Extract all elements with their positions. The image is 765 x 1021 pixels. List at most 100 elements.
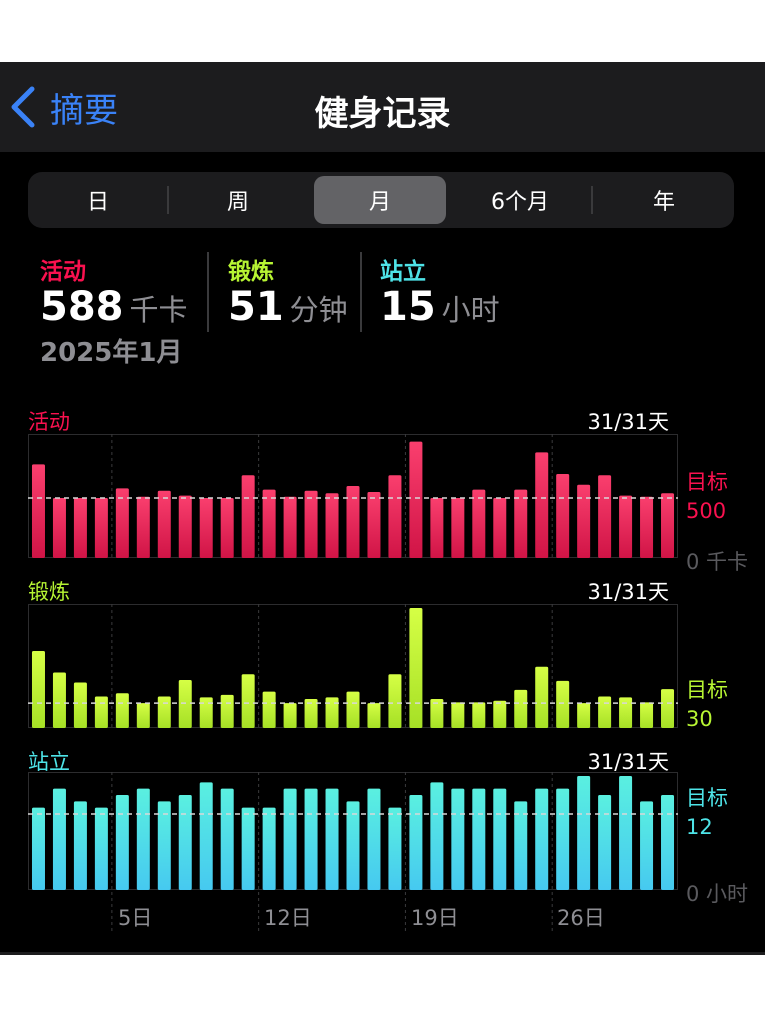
bar-15: [325, 697, 339, 728]
bar-25: [535, 666, 549, 728]
bar-16: [346, 801, 360, 890]
bar-2: [52, 672, 66, 728]
back-button[interactable]: 摘要: [10, 82, 118, 132]
bar-4: [94, 498, 108, 558]
bar-6: [136, 703, 150, 728]
move-summary-label: 活动: [40, 259, 86, 285]
bar-2: [52, 788, 66, 890]
segment-6-months[interactable]: 6个月: [491, 190, 549, 215]
bar-22: [472, 788, 486, 890]
bar-9: [199, 498, 213, 558]
bar-2: [52, 498, 66, 558]
chevron-left-icon: [11, 86, 35, 128]
bar-29: [619, 776, 633, 890]
bar-14: [304, 788, 318, 890]
summary-divider: [207, 252, 209, 332]
bar-27: [577, 776, 591, 890]
exercise-goal-text: 目标: [686, 678, 728, 702]
bar-17: [367, 703, 381, 728]
stand-bar-chart: [28, 772, 678, 932]
exercise-bar-chart: [28, 604, 678, 728]
move-goal-label: 目标 500: [686, 468, 728, 526]
bar-28: [598, 696, 612, 728]
bar-30: [640, 496, 654, 558]
move-summary-value: 588 千卡: [40, 284, 188, 330]
bar-10: [220, 694, 234, 728]
move-goal-text: 目标: [686, 470, 728, 494]
bar-7: [157, 490, 171, 558]
segment-week[interactable]: 周: [226, 190, 249, 215]
bar-31: [661, 689, 675, 728]
bar-27: [577, 484, 591, 558]
bar-11: [241, 475, 255, 558]
segment-month[interactable]: 月: [314, 176, 446, 224]
bar-21: [451, 788, 465, 890]
bar-22: [472, 489, 486, 558]
bar-24: [514, 489, 528, 558]
bar-8: [178, 495, 192, 558]
stand-chart-title: 站立: [28, 750, 70, 774]
bar-10: [220, 788, 234, 890]
bar-21: [451, 498, 465, 558]
bar-16: [346, 486, 360, 558]
bar-24: [514, 801, 528, 890]
bar-23: [493, 700, 507, 728]
bar-12: [262, 691, 276, 728]
exercise-summary-label: 锻炼: [228, 259, 274, 285]
bar-17: [367, 492, 381, 558]
move-goal-value: 500: [686, 499, 727, 523]
x-axis-label: 26日: [557, 906, 605, 930]
bar-31: [661, 795, 675, 890]
move-unit: 千卡: [129, 293, 188, 327]
stand-goal-label: 目标 12: [686, 784, 728, 842]
move-chart-count: 31/31天: [587, 410, 669, 434]
bar-18: [388, 674, 402, 728]
bar-14: [304, 490, 318, 558]
stand-goal-text: 目标: [686, 786, 728, 810]
bar-17: [367, 788, 381, 890]
stand-total: 15: [380, 284, 436, 330]
bar-3: [73, 498, 87, 558]
stand-summary-value: 15 小时: [380, 284, 500, 330]
x-axis-label: 5日: [118, 906, 153, 930]
bar-29: [619, 697, 633, 728]
bar-19: [409, 608, 423, 728]
bar-20: [430, 699, 444, 728]
x-axis-label: 12日: [264, 906, 312, 930]
bar-4: [94, 696, 108, 728]
segment-day[interactable]: 日: [86, 190, 109, 215]
x-axis-label: 19日: [411, 906, 459, 930]
bar-22: [472, 702, 486, 728]
bar-18: [388, 475, 402, 558]
bar-12: [262, 489, 276, 558]
bar-30: [640, 702, 654, 728]
bar-9: [199, 782, 213, 890]
bottom-divider: [0, 952, 765, 955]
segment-divider: [591, 186, 593, 214]
bar-26: [556, 788, 570, 890]
bar-21: [451, 702, 465, 728]
back-label: 摘要: [50, 90, 118, 131]
bar-10: [220, 498, 234, 558]
bar-15: [325, 788, 339, 890]
bar-1: [31, 807, 45, 890]
navigation-bar: 摘要 健身记录: [0, 62, 765, 152]
bar-13: [283, 788, 297, 890]
segment-year[interactable]: 年: [652, 190, 675, 215]
bar-28: [598, 795, 612, 890]
move-bar-chart: [28, 434, 678, 558]
stand-summary-label: 站立: [380, 259, 426, 285]
bar-16: [346, 691, 360, 728]
bar-15: [325, 493, 339, 558]
exercise-chart-title: 锻炼: [28, 580, 70, 604]
bar-13: [283, 496, 297, 558]
bar-20: [430, 498, 444, 558]
stand-unit: 小时: [441, 293, 500, 327]
summary-divider: [360, 252, 362, 332]
bar-4: [94, 807, 108, 890]
bar-25: [535, 452, 549, 558]
bar-8: [178, 680, 192, 728]
exercise-chart-count: 31/31天: [587, 580, 669, 604]
move-total: 588: [40, 284, 124, 330]
bar-9: [199, 697, 213, 728]
